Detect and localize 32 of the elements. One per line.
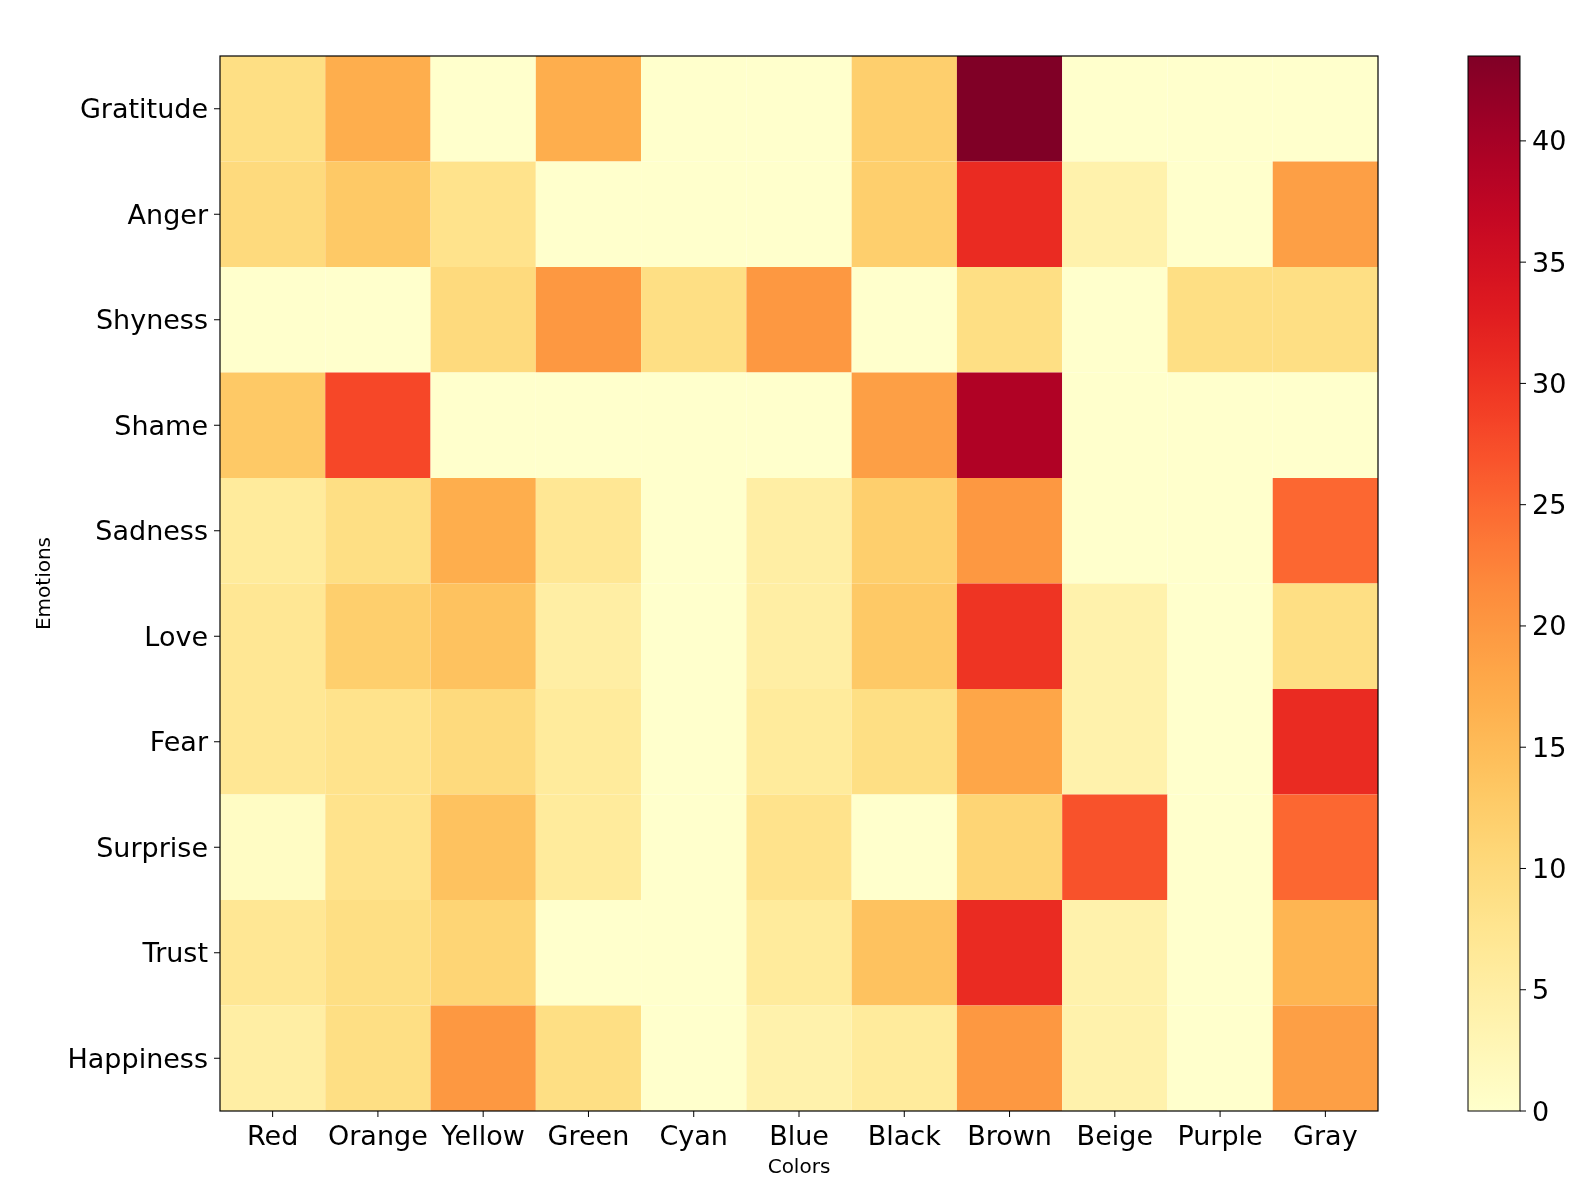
y-tick-label: Shyness: [95, 304, 208, 336]
y-tick-label: Surprise: [96, 831, 208, 863]
y-tick-label: Shame: [114, 409, 208, 441]
color-bar-label: 25: [1532, 489, 1567, 521]
y-tick-label: Anger: [127, 198, 209, 230]
color-bar-label: 35: [1532, 246, 1567, 278]
y-axis-title: Emotions: [31, 536, 55, 631]
color-bar-label: 10: [1532, 852, 1567, 884]
x-tick-label: Black: [867, 1120, 942, 1151]
x-tick-label: Beige: [1076, 1120, 1154, 1151]
x-tick-label: Cyan: [659, 1120, 728, 1151]
y-tick-label: Happiness: [67, 1042, 208, 1074]
color-bar-label: 15: [1532, 731, 1567, 763]
x-tick-label: Gray: [1293, 1120, 1358, 1151]
x-tick-label: Blue: [769, 1120, 829, 1151]
color-bar-label: 20: [1532, 610, 1567, 642]
x-tick-label: Green: [547, 1120, 630, 1151]
x-tick-label: Yellow: [440, 1120, 525, 1151]
y-tick-label: Sadness: [95, 515, 208, 547]
y-tick-label: Gratitude: [79, 93, 208, 125]
x-tick-label: Orange: [328, 1120, 428, 1151]
y-tick-label: Fear: [149, 726, 209, 758]
color-bar-label: 40: [1532, 125, 1567, 157]
color-bar-label: 5: [1532, 974, 1550, 1006]
x-tick-label: Red: [246, 1120, 299, 1151]
y-tick-label: Love: [144, 620, 208, 652]
x-axis-title: Colors: [767, 1154, 831, 1178]
y-tick-label: Trust: [141, 937, 208, 969]
x-tick-label: Purple: [1177, 1120, 1263, 1151]
x-tick-label: Brown: [967, 1120, 1052, 1151]
color-bar-label: 0: [1532, 1095, 1550, 1127]
color-bar-label: 30: [1532, 367, 1567, 399]
